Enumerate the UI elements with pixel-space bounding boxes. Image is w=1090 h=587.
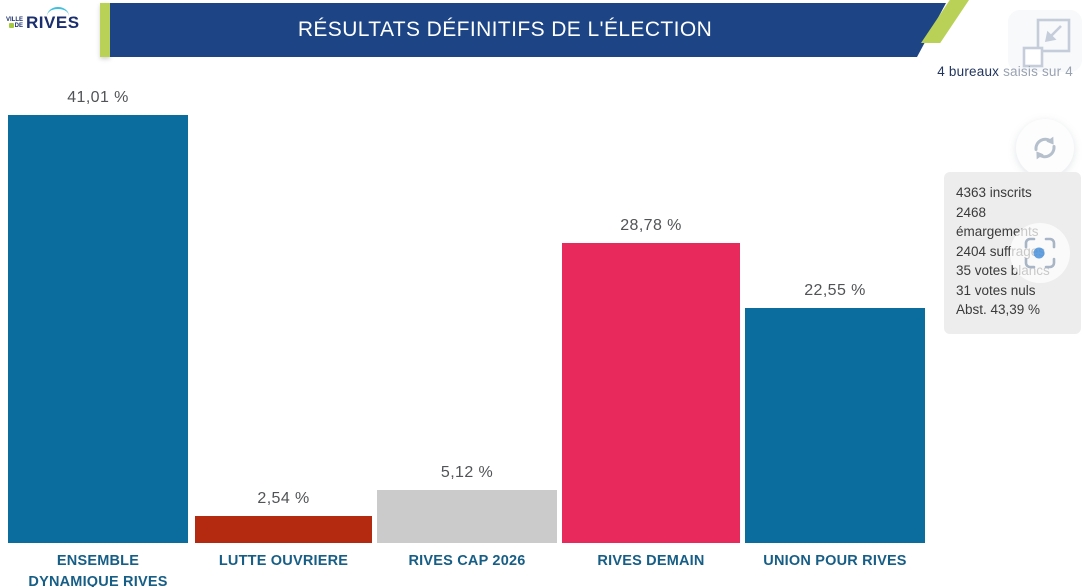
focus-target-icon <box>1024 237 1056 269</box>
header-banner: RÉSULTATS DÉFINITIFS DE L'ÉLECTION <box>110 3 946 57</box>
bar-ensemble-dynamique-rives: 41,01 % <box>8 89 188 543</box>
logo-rives-text: RIVES <box>26 7 80 33</box>
logo-green-mark-icon <box>8 22 14 28</box>
stat-inscrits: 4363 inscrits <box>956 185 1032 200</box>
category-label-rives-cap-2026: RIVES CAP 2026 <box>408 553 526 569</box>
focus-target-button[interactable] <box>1010 223 1070 283</box>
bar-rives-demain: 28,78 % <box>562 217 740 543</box>
bureaux-suffix: saisis sur 4 <box>999 64 1073 79</box>
logo-de: DE <box>14 23 24 30</box>
value-label: 28,78 % <box>620 217 682 234</box>
bureaux-status-text: 4 bureaux saisis sur 4 <box>937 64 1073 79</box>
logo-ville-de-text: VILLE DE <box>6 17 23 29</box>
logo-arc-icon <box>47 7 70 16</box>
city-logo: VILLE DE RIVES <box>6 7 80 33</box>
stat-abstention: Abst. 43,39 % <box>956 302 1041 317</box>
category-label-union-pour-rives: UNION POUR RIVES <box>763 553 907 569</box>
exit-fullscreen-button[interactable] <box>1008 10 1082 72</box>
bureaux-count: 4 bureaux <box>937 64 1000 79</box>
value-label: 5,12 % <box>440 464 494 481</box>
logo-ville: VILLE <box>6 16 24 23</box>
bar-rives-cap-2026: 5,12 % <box>377 464 557 543</box>
refresh-icon <box>1034 136 1056 160</box>
category-label-lutte-ouvriere: LUTTE OUVRIERE <box>218 553 349 569</box>
category-label-ensemble-dynamique-rives: ENSEMBLE DYNAMIQUE RIVES <box>28 553 168 587</box>
stat-nuls: 31 votes nuls <box>956 282 1036 298</box>
value-label: 41,01 % <box>67 89 129 106</box>
category-label-rives-demain: RIVES DEMAIN <box>597 553 705 569</box>
bar-lutte-ouvriere: 2,54 % <box>195 490 372 543</box>
banner-left-lime-stripe <box>100 3 110 57</box>
bar-union-pour-rives: 22,55 % <box>745 282 925 543</box>
value-label: 2,54 % <box>257 490 310 507</box>
exit-fullscreen-icon <box>1022 18 1071 68</box>
page-title: RÉSULTATS DÉFINITIFS DE L'ÉLECTION <box>297 18 713 41</box>
value-label: 22,55 % <box>804 282 866 299</box>
refresh-button[interactable] <box>1016 119 1074 177</box>
logo-de-row: DE <box>6 22 24 30</box>
